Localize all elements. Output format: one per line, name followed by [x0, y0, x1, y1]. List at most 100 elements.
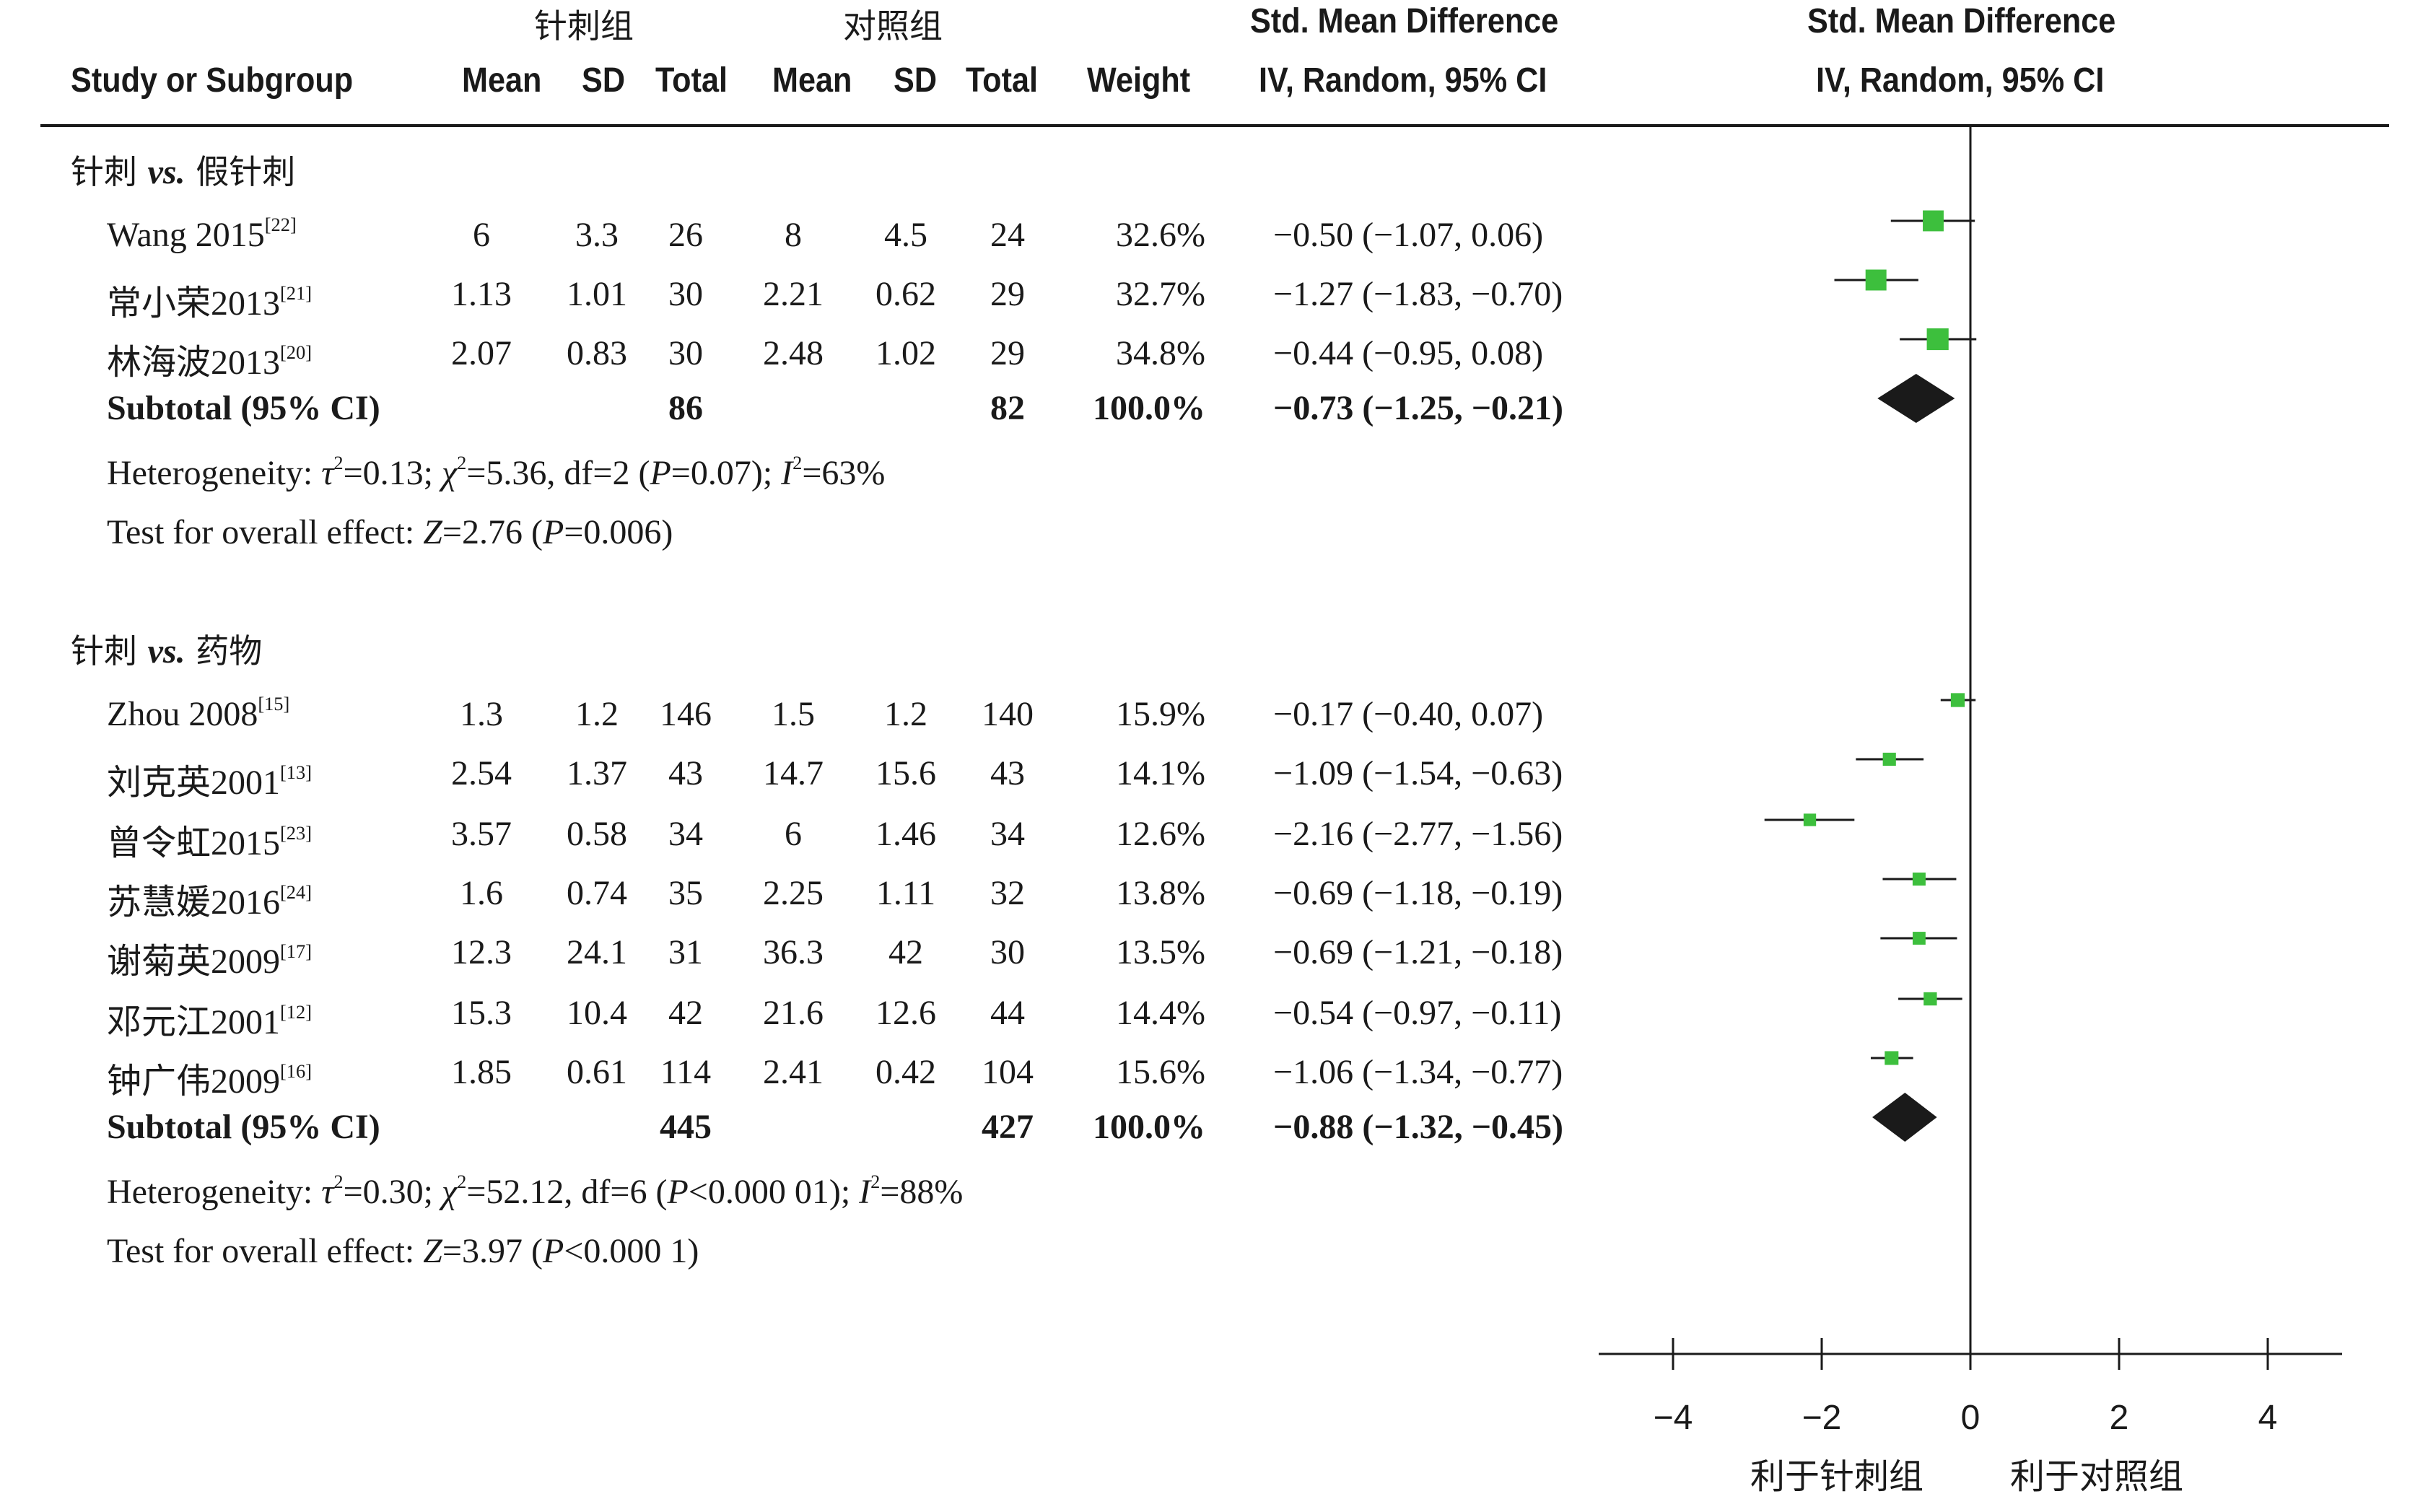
mean-exp: 1.13 — [451, 275, 512, 313]
total-ctl: 104 — [982, 1053, 1034, 1091]
subgroup-title-cn2: 假针刺 — [185, 152, 296, 191]
mean-exp: 2.54 — [451, 754, 512, 792]
header-study: Study or Subgroup — [71, 61, 354, 100]
overall-effect-text: Test for overall effect: Z=3.97 (P<0.000… — [107, 1231, 699, 1271]
weight: 32.6% — [1116, 216, 1205, 254]
study-marker — [1912, 872, 1926, 886]
study-name: 钟广伟2009[16] — [107, 1052, 312, 1103]
sd-ctl: 0.42 — [875, 1053, 936, 1091]
heterogeneity-text-part: 2=52.12, df=6 ( — [457, 1170, 668, 1211]
x-tick-label: 0 — [1961, 1399, 1981, 1437]
study-name: 苏慧媛2016[24] — [107, 873, 312, 924]
subtotal-ci-text: −0.73 (−1.25, −0.21) — [1273, 389, 1564, 427]
x-tick-label: −2 — [1802, 1399, 1842, 1437]
study-label: Zhou 2008 — [107, 695, 258, 733]
total-ctl: 24 — [990, 216, 1025, 254]
study-marker — [1885, 1051, 1899, 1065]
ci-text: −0.54 (−0.97, −0.11) — [1273, 994, 1562, 1032]
overall-effect-text-part: Z — [423, 1232, 442, 1270]
study-name: Zhou 2008[15] — [107, 694, 289, 734]
study-name: 谢菊英2009[17] — [107, 932, 312, 983]
subgroup-title-vs: vs. — [147, 632, 185, 670]
mean-exp: 3.57 — [451, 815, 512, 853]
header-smd-method-left: IV, Random, 95% CI — [1259, 61, 1547, 100]
sd-exp: 0.74 — [567, 874, 627, 912]
study-reference: [16] — [280, 1059, 312, 1082]
study-name: 林海波2013[20] — [107, 333, 312, 384]
weight: 34.8% — [1116, 334, 1205, 372]
overall-effect-text-part: =0.006) — [564, 513, 673, 551]
study-reference: [13] — [280, 761, 312, 783]
mean-exp: 12.3 — [451, 933, 512, 971]
ci-text: −0.17 (−0.40, 0.07) — [1273, 695, 1544, 733]
subtotal-total-ctl: 82 — [990, 389, 1025, 427]
weight: 13.8% — [1116, 874, 1205, 912]
mean-exp: 15.3 — [451, 994, 512, 1032]
header-group-exp: 针刺组 — [534, 6, 634, 45]
subtotal-weight: 100.0% — [1093, 1108, 1205, 1146]
overall-effect-text-part: P — [542, 1232, 564, 1270]
study-label: 苏慧媛2016 — [107, 883, 281, 922]
mean-ctl: 8 — [785, 216, 802, 254]
study-marker — [1923, 992, 1937, 1006]
study-reference: [22] — [264, 213, 297, 235]
weight: 14.1% — [1116, 754, 1205, 792]
weight: 32.7% — [1116, 275, 1205, 313]
study-label: 林海波2013 — [107, 344, 281, 382]
ci-text: −2.16 (−2.77, −1.56) — [1273, 815, 1563, 853]
heterogeneity-text-part: 2=88% — [870, 1170, 964, 1211]
study-marker — [1950, 693, 1965, 707]
heterogeneity-text-part: =0.07); — [671, 454, 782, 492]
heterogeneity-text: Heterogeneity: τ2=0.13; χ2=5.36, df=2 (P… — [107, 453, 885, 493]
weight: 14.4% — [1116, 994, 1205, 1032]
sd-ctl: 12.6 — [875, 994, 936, 1032]
study-marker — [1926, 328, 1949, 351]
weight: 12.6% — [1116, 815, 1205, 853]
total-ctl: 34 — [990, 815, 1025, 853]
study-marker — [1865, 269, 1887, 291]
mean-ctl: 14.7 — [763, 754, 824, 792]
header-smd-title-right: Std. Mean Difference — [1807, 2, 2116, 40]
overall-effect-text: Test for overall effect: Z=2.76 (P=0.006… — [107, 512, 673, 552]
ci-text: −1.27 (−1.83, −0.70) — [1273, 275, 1563, 313]
study-reference: [20] — [280, 341, 312, 363]
weight: 13.5% — [1116, 933, 1205, 971]
x-tick-label: 2 — [2110, 1399, 2129, 1437]
subtotal-label: Subtotal (95% CI) — [107, 389, 380, 427]
total-exp: 30 — [668, 275, 703, 313]
ci-text: −1.06 (−1.34, −0.77) — [1273, 1053, 1563, 1091]
study-label: 刘克英2001 — [107, 764, 281, 802]
mean-ctl: 2.48 — [763, 334, 824, 372]
sd-ctl: 0.62 — [875, 275, 936, 313]
total-exp: 26 — [668, 216, 703, 254]
overall-effect-text-part: Z — [423, 513, 442, 551]
weight: 15.9% — [1116, 695, 1205, 733]
heterogeneity-text-part: P — [650, 454, 671, 492]
heterogeneity-text-part: 2=0.30; — [333, 1170, 442, 1211]
heterogeneity-text-part: τ — [321, 454, 334, 492]
sd-exp: 24.1 — [567, 933, 627, 971]
heterogeneity-text-part: Heterogeneity: — [107, 454, 322, 492]
header-smd-title-left: Std. Mean Difference — [1250, 2, 1559, 40]
mean-exp: 1.6 — [460, 874, 503, 912]
header-mean-ctl: Mean — [772, 61, 852, 100]
study-marker — [1923, 210, 1944, 232]
sd-exp: 3.3 — [575, 216, 619, 254]
heterogeneity-text-part: τ — [321, 1173, 334, 1211]
x-tick-label: 4 — [2258, 1399, 2278, 1437]
study-label: 谢菊英2009 — [107, 943, 281, 981]
sd-ctl: 42 — [888, 933, 923, 971]
heterogeneity-text-part: I — [781, 454, 793, 492]
header-sd-ctl: SD — [894, 61, 938, 100]
study-name: Wang 2015[22] — [107, 215, 297, 255]
study-name: 刘克英2001[13] — [107, 753, 312, 804]
subtotal-total-exp: 445 — [660, 1108, 712, 1146]
study-reference: [15] — [258, 692, 290, 715]
sd-exp: 1.2 — [575, 695, 619, 733]
total-exp: 34 — [668, 815, 703, 853]
total-ctl: 43 — [990, 754, 1025, 792]
study-label: 钟广伟2009 — [107, 1062, 281, 1101]
sd-exp: 10.4 — [567, 994, 627, 1032]
subgroup-title-cn1: 针刺 — [71, 152, 148, 191]
weight: 15.6% — [1116, 1053, 1205, 1091]
